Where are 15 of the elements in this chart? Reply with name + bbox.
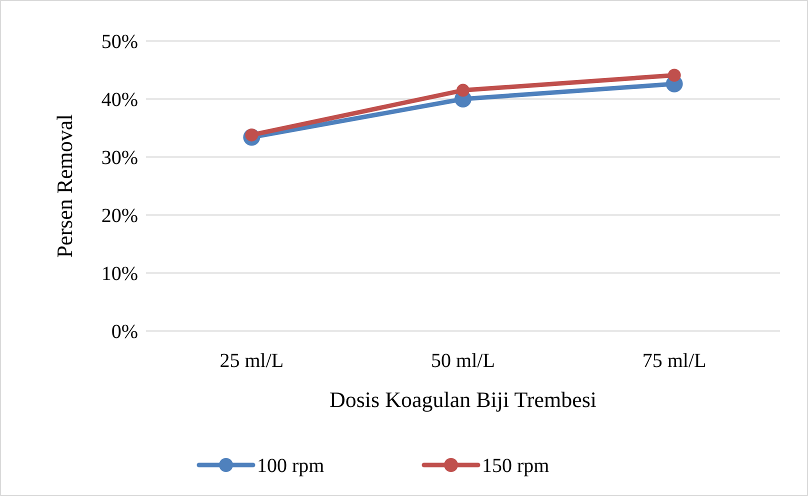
point: [456, 84, 470, 97]
point: [668, 68, 681, 82]
x-tick-label: 25 ml/L: [220, 350, 284, 372]
y-tick-label: 50%: [101, 31, 138, 53]
y-tick-label: 40%: [101, 89, 138, 111]
y-tick-label: 0%: [111, 321, 138, 343]
legend-label: 100 rpm: [257, 455, 325, 477]
y-tick-label: 30%: [101, 147, 138, 169]
x-tick-label: 75 ml/L: [642, 350, 706, 372]
y-tick-label: 20%: [101, 205, 138, 227]
legend-label: 150 rpm: [482, 455, 550, 477]
x-tick-label: 50 ml/L: [431, 350, 495, 372]
y-tick-label: 10%: [101, 263, 138, 285]
y-axis-title: Persen Removal: [52, 114, 77, 258]
x-axis-title: Dosis Koagulan Biji Trembesi: [329, 387, 597, 412]
